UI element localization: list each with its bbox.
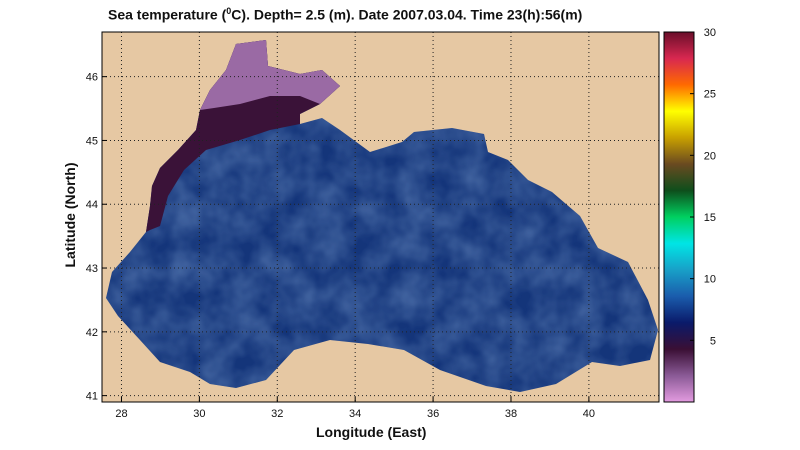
y-axis-ticks: 41 42 43 44 45 46: [86, 72, 107, 403]
colorbar-tick-label: 5: [710, 335, 716, 347]
title-superscript: 0: [226, 6, 232, 16]
x-tick-label: 32: [271, 408, 283, 420]
colorbar-tick-label: 20: [704, 150, 716, 162]
grid-lines: [102, 32, 659, 402]
colorbar-ticks: 5 10 15 20 25 30: [690, 27, 716, 347]
x-tick-label: 34: [349, 408, 361, 420]
title-prefix: Sea temperature (: [108, 6, 227, 23]
plot-frame: [101, 31, 660, 403]
x-axis-label: Longitude (East): [316, 424, 427, 440]
x-tick-label: 30: [193, 408, 205, 420]
x-tick-label: 28: [115, 408, 127, 420]
colorbar-tick-label: 10: [704, 274, 716, 286]
x-tick-label: 40: [583, 408, 595, 420]
colorbar-tick-label: 30: [704, 27, 716, 39]
y-tick-label: 43: [86, 263, 98, 275]
y-axis-label: Latitude (North): [62, 162, 78, 268]
colorbar: [663, 31, 695, 403]
x-axis-ticks: 28 30 32 34 36 38 40: [115, 397, 595, 420]
chart-title: Sea temperature (0C). Depth= 2.5 (m). Da…: [108, 6, 668, 23]
x-tick-label: 38: [505, 408, 517, 420]
x-tick-label: 36: [427, 408, 439, 420]
y-tick-label: 45: [86, 135, 98, 147]
y-tick-label: 46: [86, 72, 98, 84]
title-suffix: C). Depth= 2.5 (m). Date 2007.03.04. Tim…: [231, 6, 583, 23]
y-tick-label: 41: [86, 391, 98, 403]
y-tick-label: 44: [86, 199, 98, 211]
coldest-water: [200, 40, 340, 110]
y-tick-label: 42: [86, 327, 98, 339]
colorbar-tick-label: 25: [704, 89, 716, 101]
colorbar-tick-label: 15: [704, 212, 716, 224]
